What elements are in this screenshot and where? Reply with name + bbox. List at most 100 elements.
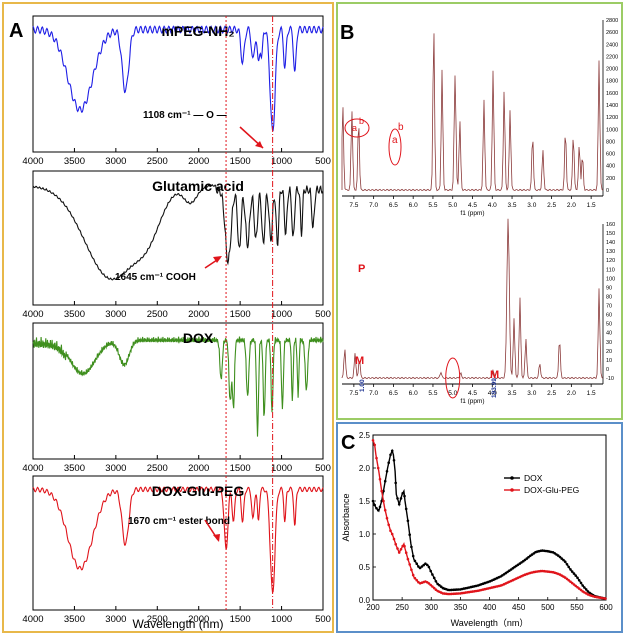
uv-vis-chart: 200 250 300 350 400 450 500 550 600 0.0 0.5 1.0 1.5 2… xyxy=(341,431,613,628)
uv-data-point xyxy=(425,563,429,567)
ftir-tick-label: 1500 xyxy=(230,309,251,320)
uv-x-tick-label: 500 xyxy=(541,603,555,612)
ftir-frame-glu xyxy=(32,170,324,306)
nmr-top-tick-label: 3.5 xyxy=(508,202,517,209)
ftir-annotation-glu: 1645 cm⁻¹ COOH xyxy=(115,272,196,283)
nmr-top-circle xyxy=(344,118,370,138)
uv-data-point xyxy=(371,499,375,503)
ftir-xlabel: Wavelength (nm) xyxy=(133,617,224,631)
nmr-bot-trace xyxy=(341,218,604,380)
uv-data-point xyxy=(403,544,406,548)
ftir-tick-label: 2500 xyxy=(147,156,168,167)
uv-data-point xyxy=(387,523,391,527)
nmr-bot-y-tick-label: -10 xyxy=(606,376,614,382)
uv-y-tick-label: 1.5 xyxy=(359,497,371,506)
ftir-spectrum-dox xyxy=(32,336,324,437)
ftir-tick-label: 1000 xyxy=(271,463,292,474)
nmr-top-y-tick-label: 2600 xyxy=(606,30,618,36)
ftir-tick-label: 3000 xyxy=(105,309,126,320)
uv-data-point xyxy=(383,479,387,483)
uv-data-point xyxy=(581,584,584,587)
ftir-tick-label: 4000 xyxy=(22,614,43,625)
nmr-top-tick-label: 5.0 xyxy=(448,202,457,209)
uv-data-point xyxy=(570,570,574,573)
uv-data-point xyxy=(411,554,415,558)
uv-data-point xyxy=(576,576,579,580)
uv-y-tick-label: 1.0 xyxy=(359,530,371,539)
uv-data-point xyxy=(404,507,408,511)
uv-data-point xyxy=(563,560,567,563)
uv-data-point xyxy=(394,481,398,485)
nmr-top-y-tick-label: 2000 xyxy=(606,67,618,73)
nmr-bot-y-tick-label: 130 xyxy=(606,249,615,255)
ftir-tick-label: 3000 xyxy=(105,614,126,625)
nmr-bot-tick-label: 7.5 xyxy=(349,390,358,397)
nmr-top-tick-label: 6.5 xyxy=(389,202,398,209)
uv-y-tick-label: 2.0 xyxy=(359,464,371,473)
panel-c xyxy=(336,422,623,633)
uv-data-point xyxy=(567,579,570,582)
uv-data-point xyxy=(385,516,389,520)
nmr-top-y-tick-label: 800 xyxy=(606,139,615,145)
uv-x-tick-label: 250 xyxy=(395,603,409,612)
ftir-tick-label: 1500 xyxy=(230,463,251,474)
nmr-top-tick-label: 7.5 xyxy=(349,202,358,209)
uv-data-point xyxy=(572,572,576,575)
uv-data-point xyxy=(375,456,378,460)
nmr-top-tick-label: 3.0 xyxy=(527,202,536,209)
ftir-tick-label: 2500 xyxy=(147,309,168,320)
uv-data-point xyxy=(413,576,417,580)
uv-data-point xyxy=(394,542,398,546)
nmr-bot-tick-label: 2.0 xyxy=(567,390,576,397)
nmr-top-tick-label: 7.0 xyxy=(369,202,378,209)
uv-data-point xyxy=(371,439,375,442)
panel-a xyxy=(2,2,334,633)
ftir-title-doxgp: DOX-Glu-PEG xyxy=(152,483,245,499)
ftir-tick-label: 3500 xyxy=(64,156,85,167)
ftir-arrowhead-doxgp xyxy=(213,534,220,542)
uv-data-point xyxy=(410,568,413,572)
nmr-top-y-tick-label: 600 xyxy=(606,152,615,158)
nmr-bot-y-tick-label: 60 xyxy=(606,313,612,319)
nmr-bot-y-tick-label: 160 xyxy=(606,222,615,228)
ftir-title-dox: DOX xyxy=(183,330,214,346)
uv-data-point xyxy=(392,459,396,462)
ftir-annotation-doxgp: 1670 cm⁻¹ ester bond xyxy=(128,516,230,527)
uv-x-tick-label: 350 xyxy=(454,603,468,612)
nmr-bot-y-tick-label: 70 xyxy=(606,304,612,310)
ftir-title-glu: Glutamic acid xyxy=(152,178,244,194)
nmr-bot-xlabel: f1 (ppm) xyxy=(460,398,484,405)
uv-data-point xyxy=(556,554,560,557)
uv-legend-label-1: DOX-Glu-PEG xyxy=(524,485,579,495)
ftir-tick-label: 3500 xyxy=(64,614,85,625)
uv-data-point xyxy=(382,489,385,493)
nmr-bot-y-tick-label: 110 xyxy=(606,267,615,273)
nmr-bot-tick-label: 4.0 xyxy=(488,390,497,397)
uv-data-point xyxy=(577,587,581,590)
uv-ylabel: Absorbance xyxy=(341,493,351,541)
ftir-frame-doxgp xyxy=(32,475,324,611)
uv-data-point xyxy=(420,565,424,568)
uv-x-tick-label: 400 xyxy=(483,603,497,612)
ftir-tick-label: 4000 xyxy=(22,156,43,167)
nmr-top-tick-label: 6.0 xyxy=(409,202,418,209)
uv-data-point xyxy=(387,461,391,465)
nmr-bot-tick-label: 3.0 xyxy=(527,390,536,397)
uv-x-tick-label: 200 xyxy=(366,603,380,612)
nmr-bot-integral-1: 1.00 xyxy=(359,379,366,392)
nmr-bot-tick-label: 3.5 xyxy=(508,390,517,397)
ftir-spectrum-doxgp xyxy=(32,486,324,594)
ftir-tick-label: 3500 xyxy=(64,463,85,474)
uv-data-point xyxy=(583,586,586,589)
uv-data-point xyxy=(380,499,384,503)
uv-data-point xyxy=(397,551,401,554)
uv-data-point xyxy=(408,563,412,566)
nmr-top-y-tick-label: 2400 xyxy=(606,42,618,48)
uv-data-point xyxy=(427,565,431,569)
uv-data-point xyxy=(562,558,565,562)
nmr-top-tick-label: 4.5 xyxy=(468,202,477,209)
nmr-bot-y-tick-label: 10 xyxy=(606,358,612,364)
nmr-bot-y-tick-label: 150 xyxy=(606,231,615,237)
uv-data-point xyxy=(563,576,567,579)
ftir-title-mpeg: mPEG-NH₂ xyxy=(161,23,234,39)
